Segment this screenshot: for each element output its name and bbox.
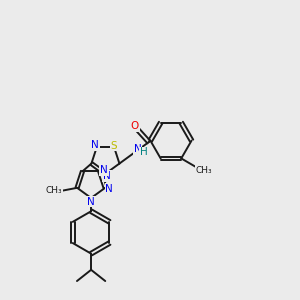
Text: CH₃: CH₃ [196, 166, 212, 175]
Text: O: O [130, 121, 139, 131]
Text: N: N [105, 184, 113, 194]
Text: H: H [140, 147, 148, 158]
Text: N: N [103, 171, 111, 181]
Text: N: N [87, 196, 95, 206]
Text: CH₃: CH₃ [45, 186, 62, 195]
Text: S: S [111, 141, 117, 151]
Text: N: N [92, 140, 99, 150]
Text: N: N [100, 165, 108, 175]
Text: N: N [134, 144, 142, 154]
